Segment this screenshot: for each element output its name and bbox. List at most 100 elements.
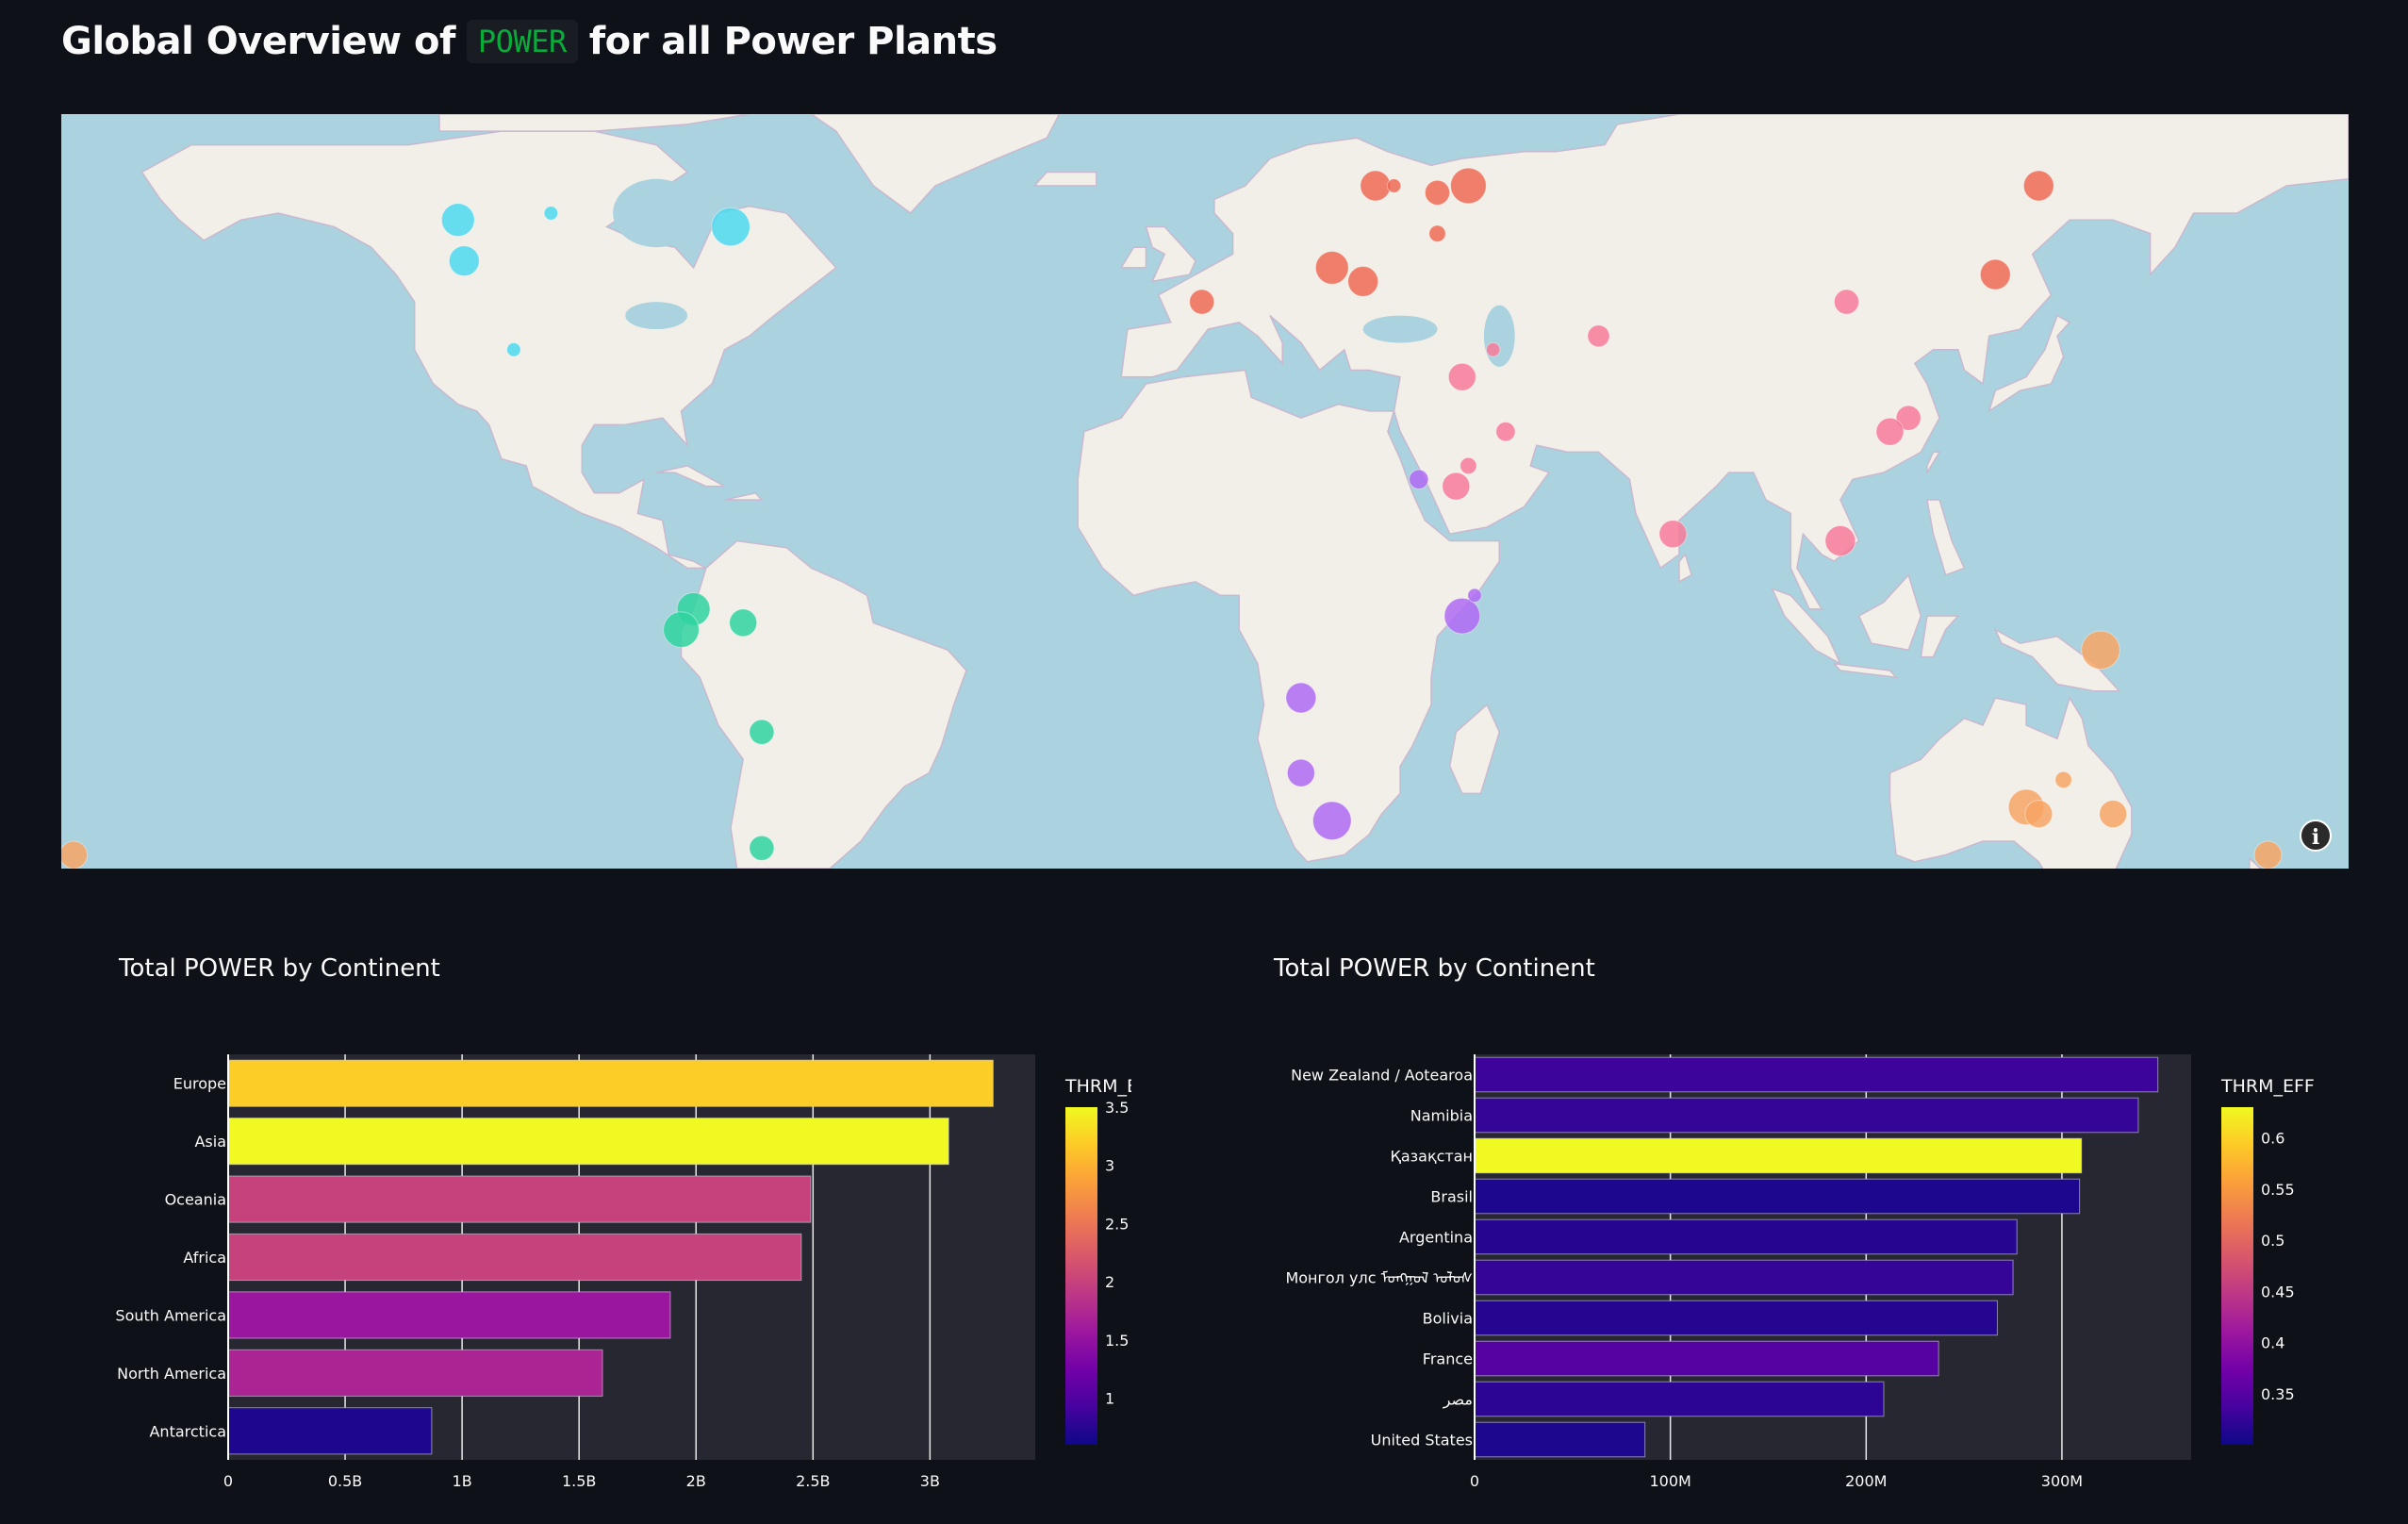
map-point[interactable] <box>2099 800 2128 829</box>
map-land-eurasia <box>1120 114 2349 610</box>
chart-2-bar[interactable] <box>1474 1300 1998 1336</box>
chart-1-x-tick-label: 2.5B <box>796 1472 830 1490</box>
map-land-borneo <box>1857 573 1922 652</box>
page-title-code: POWER <box>466 20 578 63</box>
map-water-caspian-sea <box>1483 305 1515 367</box>
chart-2-bar[interactable] <box>1474 1056 2159 1093</box>
map-land-africa <box>1077 369 1501 863</box>
map-point[interactable] <box>61 840 89 869</box>
map-point[interactable] <box>1314 251 1349 285</box>
map-land-arctic-islands <box>438 114 750 132</box>
chart-1-x-tick-label: 2B <box>686 1472 706 1490</box>
map-point[interactable] <box>1312 801 1352 841</box>
chart-2-bar[interactable] <box>1474 1178 2081 1215</box>
chart-2-colorbar-tick-label: 0.35 <box>2261 1385 2295 1403</box>
map-land-java <box>1832 662 1899 679</box>
chart-2-colorbar <box>2221 1107 2253 1445</box>
chart-1-title: Total POWER by Continent <box>119 954 440 983</box>
world-map[interactable]: i <box>61 114 2349 869</box>
chart-2-y-tick-label: مصر <box>1443 1391 1473 1410</box>
map-point[interactable] <box>749 835 775 861</box>
map-point[interactable] <box>1442 472 1471 501</box>
map-point[interactable] <box>2054 770 2072 789</box>
map-point[interactable] <box>1286 758 1315 787</box>
chart-2-bar[interactable] <box>1474 1381 1885 1417</box>
chart-1-y-tick-label: North America <box>117 1365 226 1383</box>
chart-2-title: Total POWER by Continent <box>1274 954 1595 983</box>
chart-1-bar[interactable] <box>227 1059 994 1107</box>
chart-1-bar[interactable] <box>227 1407 433 1455</box>
chart-1-colorbar-tick-label: 1.5 <box>1105 1332 1129 1350</box>
map-point[interactable] <box>1460 456 1477 475</box>
chart-1-colorbar-tick-label: 1 <box>1105 1390 1114 1408</box>
map-water-hudson-bay <box>613 178 701 248</box>
chart-2-bar[interactable] <box>1474 1218 2018 1255</box>
chart-1-y-tick-label: Asia <box>194 1133 226 1151</box>
map-point[interactable] <box>1424 179 1451 206</box>
chart-1-bar[interactable] <box>227 1349 603 1397</box>
map-point[interactable] <box>1485 342 1501 357</box>
map-point[interactable] <box>1467 588 1482 604</box>
chart-2-y-tick-label: Namibia <box>1410 1107 1473 1125</box>
map-land-taiwan <box>1926 451 1941 475</box>
chart-2-x-tick-label: 200M <box>1845 1472 1887 1490</box>
map-point[interactable] <box>1824 525 1856 556</box>
map-point[interactable] <box>2022 170 2054 202</box>
map-water-gulf-of-mexico <box>587 424 663 480</box>
page-title-suffix: for all Power Plants <box>588 20 998 63</box>
map-land-philippines <box>1926 499 1966 576</box>
map-point[interactable] <box>1587 324 1610 348</box>
map-point[interactable] <box>506 342 521 357</box>
chart-1-colorbar-tick-label: 2.5 <box>1105 1215 1129 1233</box>
map-point[interactable] <box>1428 224 1446 242</box>
map-point[interactable] <box>2253 840 2283 869</box>
map-point[interactable] <box>749 719 775 745</box>
chart-1-y-tick-label: Oceania <box>165 1191 226 1209</box>
map-point[interactable] <box>1443 597 1481 635</box>
map-point[interactable] <box>1189 289 1215 315</box>
page-title-prefix: Global Overview of <box>61 20 455 63</box>
info-icon[interactable]: i <box>2300 820 2332 852</box>
chart-1-bar[interactable] <box>227 1233 802 1282</box>
map-point[interactable] <box>2024 800 2053 829</box>
chart-1-bar[interactable] <box>227 1291 671 1339</box>
map-point[interactable] <box>1360 170 1392 202</box>
map-point[interactable] <box>2081 630 2120 671</box>
map-point[interactable] <box>1409 469 1429 489</box>
chart-2-bar[interactable] <box>1474 1421 1646 1458</box>
map-point[interactable] <box>1979 258 2011 290</box>
chart-1-bar[interactable] <box>227 1175 812 1223</box>
map-land-new-guinea <box>1993 627 2121 692</box>
map-point[interactable] <box>729 608 758 638</box>
map-point[interactable] <box>440 203 475 238</box>
map-point[interactable] <box>1386 178 1402 193</box>
map-point[interactable] <box>1285 682 1317 714</box>
map-point[interactable] <box>1658 520 1688 549</box>
chart-1-bar[interactable] <box>227 1118 949 1166</box>
chart-2-y-tick-label: Argentina <box>1399 1229 1473 1247</box>
map-point[interactable] <box>711 207 750 247</box>
chart-2-bar[interactable] <box>1474 1097 2139 1134</box>
map-point[interactable] <box>1450 167 1487 205</box>
map-point[interactable] <box>663 611 700 648</box>
map-point[interactable] <box>1447 362 1476 391</box>
map-point[interactable] <box>1875 417 1905 446</box>
map-point[interactable] <box>1347 265 1379 297</box>
chart-2-bar[interactable] <box>1474 1340 1939 1377</box>
map-point[interactable] <box>1833 289 1860 315</box>
chart-2-bar[interactable] <box>1474 1137 2083 1174</box>
chart-2-x-tick-label: 100M <box>1649 1472 1691 1490</box>
chart-2-colorbar-tick-label: 0.55 <box>2261 1181 2295 1199</box>
chart-1-y-tick-label: Europe <box>173 1075 226 1093</box>
world-map-canvas[interactable] <box>61 114 2349 869</box>
map-point[interactable] <box>1895 405 1921 431</box>
map-point[interactable] <box>448 245 480 277</box>
map-land-hispaniola <box>724 491 764 501</box>
chart-1-colorbar-tick-label: 2 <box>1105 1273 1114 1291</box>
chart-2-bar[interactable] <box>1474 1259 2014 1296</box>
chart-1-bar-chart: 0 0.5B 1B 1.5B 2B 2.5B 3B Europe Asia Oceania Afri… <box>115 1054 1131 1490</box>
chart-2-colorbar-tick-label: 0.4 <box>2261 1334 2284 1352</box>
chart-2-y-tick-label: United States <box>1371 1432 1473 1449</box>
map-point[interactable] <box>543 206 559 221</box>
map-point[interactable] <box>1495 422 1516 442</box>
